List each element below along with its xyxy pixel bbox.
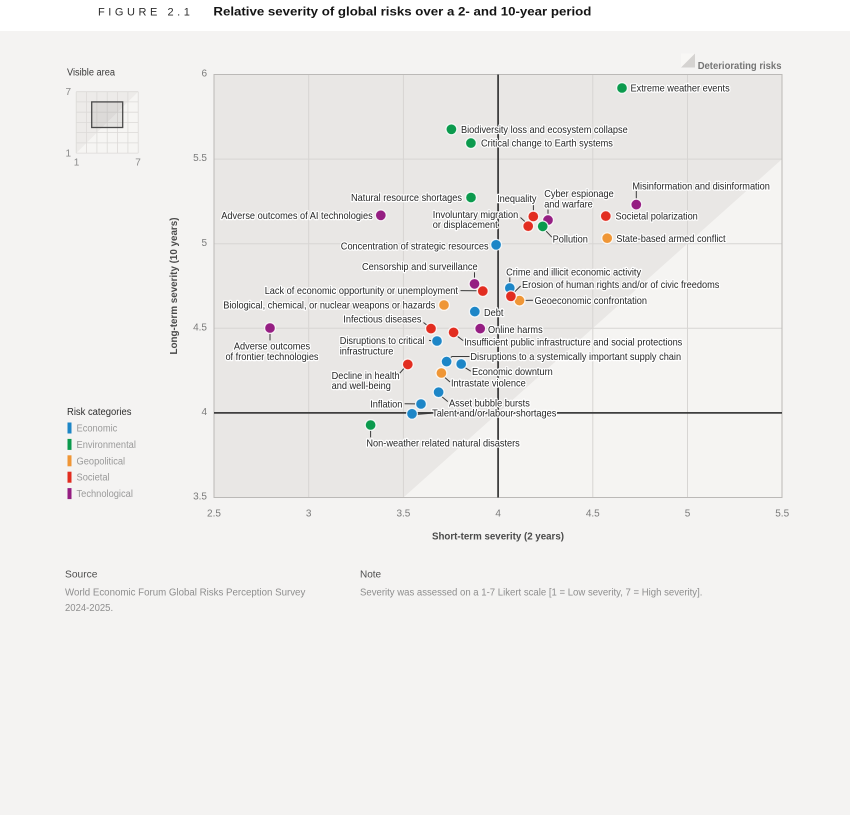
- svg-text:Talent and/or labour shortages: Talent and/or labour shortages: [432, 409, 556, 420]
- svg-text:4: 4: [201, 407, 207, 418]
- svg-text:Natural resource shortages: Natural resource shortages: [351, 193, 462, 204]
- svg-text:Societal polarization: Societal polarization: [616, 212, 698, 223]
- svg-text:Lack of economic opportunity o: Lack of economic opportunity or unemploy…: [265, 286, 458, 297]
- svg-text:2024-2025.: 2024-2025.: [65, 603, 113, 614]
- svg-text:and well-being: and well-being: [332, 381, 391, 392]
- svg-text:1: 1: [74, 158, 80, 169]
- svg-text:Debt: Debt: [484, 308, 503, 319]
- svg-text:Long-term severity (10 years): Long-term severity (10 years): [169, 218, 180, 355]
- svg-text:Erosion of human rights and/or: Erosion of human rights and/or of civic …: [522, 280, 719, 291]
- svg-text:Decline in health: Decline in health: [332, 371, 400, 382]
- svg-text:Biological, chemical, or nucle: Biological, chemical, or nuclear weapons…: [223, 300, 435, 311]
- svg-text:7: 7: [135, 158, 141, 169]
- svg-text:Inequality: Inequality: [497, 194, 537, 205]
- svg-text:Critical change to Earth syste: Critical change to Earth systems: [481, 139, 613, 150]
- svg-text:4.5: 4.5: [586, 508, 600, 519]
- svg-text:Severity was assessed on a 1-7: Severity was assessed on a 1-7 Likert sc…: [360, 588, 702, 599]
- svg-text:Insufficient public infrastruc: Insufficient public infrastructure and s…: [464, 338, 682, 349]
- svg-text:Intrastate violence: Intrastate violence: [451, 379, 526, 390]
- svg-text:and warfare: and warfare: [544, 199, 593, 210]
- svg-text:3.5: 3.5: [396, 508, 410, 519]
- svg-text:Short-term severity (2 years): Short-term severity (2 years): [432, 532, 564, 543]
- svg-text:Crime and illicit economic act: Crime and illicit economic activity: [506, 267, 642, 278]
- svg-text:Geopolitical: Geopolitical: [77, 456, 126, 467]
- svg-text:Censorship and surveillance: Censorship and surveillance: [362, 262, 478, 273]
- svg-text:Biodiversity loss and ecosyste: Biodiversity loss and ecosystem collapse: [461, 125, 628, 136]
- svg-text:of frontier technologies: of frontier technologies: [225, 352, 318, 363]
- svg-text:Risk categories: Risk categories: [67, 407, 132, 418]
- svg-text:Relative severity of global ri: Relative severity of global risks over a…: [213, 5, 591, 19]
- svg-text:Economic: Economic: [77, 424, 118, 435]
- svg-text:6: 6: [201, 69, 207, 80]
- svg-text:Environmental: Environmental: [77, 440, 136, 451]
- svg-text:3.5: 3.5: [193, 492, 207, 503]
- svg-text:Visible area: Visible area: [67, 68, 115, 79]
- svg-text:Source: Source: [65, 570, 98, 581]
- svg-text:4.5: 4.5: [193, 322, 207, 333]
- svg-text:Technological: Technological: [77, 489, 133, 500]
- svg-text:2.5: 2.5: [207, 508, 221, 519]
- svg-text:Extreme weather events: Extreme weather events: [631, 84, 730, 95]
- svg-text:Disruptions to critical: Disruptions to critical: [340, 336, 425, 347]
- svg-text:Misinformation and disinformat: Misinformation and disinformation: [632, 182, 770, 193]
- svg-text:Asset bubble bursts: Asset bubble bursts: [449, 398, 530, 409]
- svg-text:Online harms: Online harms: [488, 325, 543, 336]
- svg-text:Disruptions to a systemically: Disruptions to a systemically important …: [470, 352, 681, 363]
- svg-text:5: 5: [685, 508, 691, 519]
- svg-text:Adverse outcomes: Adverse outcomes: [234, 341, 310, 352]
- svg-text:5.5: 5.5: [775, 508, 789, 519]
- svg-text:5: 5: [201, 238, 207, 249]
- svg-text:Deteriorating risks: Deteriorating risks: [698, 61, 782, 72]
- svg-text:Pollution: Pollution: [553, 235, 588, 246]
- svg-text:Non-weather related natural di: Non-weather related natural disasters: [366, 438, 519, 449]
- svg-text:7: 7: [65, 87, 71, 98]
- svg-text:State-based armed conflict: State-based armed conflict: [616, 234, 725, 245]
- svg-text:Geoeconomic confrontation: Geoeconomic confrontation: [535, 296, 648, 307]
- svg-text:FIGURE 2.1: FIGURE 2.1: [98, 7, 193, 19]
- svg-text:3: 3: [306, 508, 312, 519]
- svg-text:Involuntary migration: Involuntary migration: [433, 210, 519, 221]
- svg-text:Cyber espionage: Cyber espionage: [544, 189, 614, 200]
- svg-text:Societal: Societal: [77, 473, 110, 484]
- svg-text:infrastructure: infrastructure: [340, 346, 394, 357]
- svg-text:Concentration of strategic res: Concentration of strategic resources: [341, 241, 489, 252]
- svg-text:4: 4: [495, 508, 501, 519]
- svg-text:Note: Note: [360, 570, 382, 581]
- svg-text:World Economic Forum Global Ri: World Economic Forum Global Risks Percep…: [65, 588, 305, 599]
- svg-text:Adverse outcomes of AI technol: Adverse outcomes of AI technologies: [221, 211, 372, 222]
- svg-text:Inflation: Inflation: [370, 399, 402, 410]
- svg-text:Infectious diseases: Infectious diseases: [343, 315, 421, 326]
- svg-text:or displacement: or displacement: [433, 220, 498, 231]
- svg-text:5.5: 5.5: [193, 153, 207, 164]
- svg-text:1: 1: [65, 149, 71, 160]
- svg-text:Economic downturn: Economic downturn: [472, 367, 553, 378]
